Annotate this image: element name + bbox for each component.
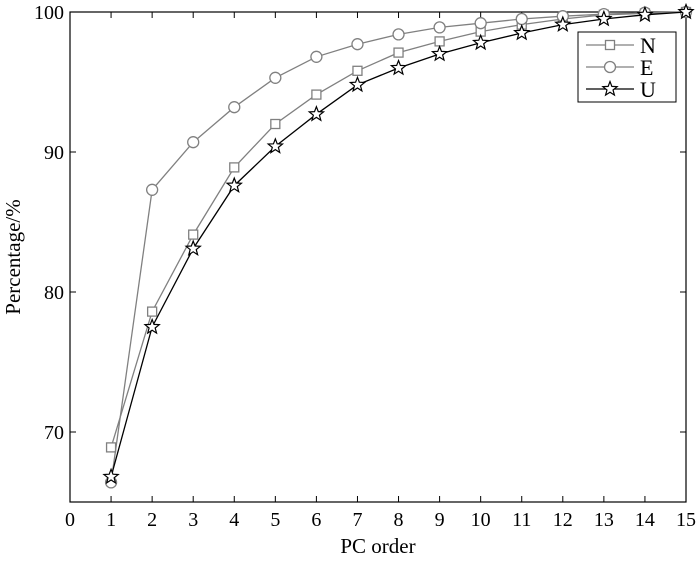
series-U <box>102 2 695 485</box>
data-point-U <box>471 33 490 51</box>
y-axis-title: Percentage/% <box>1 199 25 314</box>
data-point-N <box>311 89 322 100</box>
x-tick-label: 3 <box>188 509 198 531</box>
data-point-U <box>307 105 326 122</box>
data-point-U <box>430 44 449 62</box>
data-point-E <box>474 17 487 30</box>
legend-label-E: E <box>640 55 653 80</box>
data-point-U <box>595 9 613 27</box>
x-tick-label: 5 <box>270 509 280 531</box>
data-point-U <box>513 23 531 41</box>
x-tick-label: 6 <box>311 509 321 531</box>
data-point-N <box>188 229 199 240</box>
x-axis-title: PC order <box>340 534 415 558</box>
x-tick-label: 12 <box>553 509 573 531</box>
data-point-E <box>433 21 446 34</box>
x-tick-label: 8 <box>394 509 404 531</box>
data-point-U <box>143 317 161 335</box>
data-point-E <box>310 50 323 63</box>
series-group <box>102 2 695 489</box>
legend: NEU <box>577 31 677 103</box>
legend-marker-E <box>603 60 617 74</box>
y-tick-label: 90 <box>44 142 64 164</box>
legend-marker-N <box>604 39 616 51</box>
legend-label-U: U <box>640 77 656 102</box>
data-point-E <box>145 183 159 196</box>
y-tick-label: 80 <box>44 282 64 304</box>
x-tick-label: 1 <box>106 509 116 531</box>
y-tick-label: 70 <box>44 422 64 444</box>
data-point-U <box>102 467 120 485</box>
data-point-N <box>146 306 158 317</box>
data-point-U <box>554 15 572 33</box>
data-point-U <box>389 58 408 76</box>
data-point-U <box>184 239 202 257</box>
data-point-E <box>187 136 200 149</box>
data-point-N <box>229 162 240 173</box>
data-point-N <box>393 47 404 58</box>
data-point-E <box>351 38 364 51</box>
data-point-U <box>636 5 654 23</box>
data-point-U <box>348 75 367 93</box>
y-tick-label: 100 <box>34 2 64 24</box>
x-tick-label: 11 <box>512 509 531 531</box>
data-point-U <box>266 137 285 154</box>
x-tick-label: 2 <box>147 509 157 531</box>
data-point-N <box>434 36 445 47</box>
data-point-E <box>515 12 528 26</box>
x-tick-label: 7 <box>352 509 362 531</box>
data-point-E <box>228 101 241 114</box>
x-tick-label: 9 <box>435 509 445 531</box>
data-point-N <box>270 118 281 130</box>
x-tick-label: 13 <box>594 509 614 531</box>
x-tick-label: 14 <box>635 509 655 531</box>
legend-marker-U <box>601 79 619 97</box>
x-tick-label: 0 <box>65 509 75 531</box>
data-point-N <box>352 65 363 76</box>
data-point-U <box>225 176 243 194</box>
x-tick-label: 15 <box>676 509 696 531</box>
x-tick-label: 10 <box>471 509 491 531</box>
data-point-E <box>392 28 405 41</box>
x-tick-label: 4 <box>229 509 239 531</box>
data-point-N <box>105 442 117 453</box>
data-point-U <box>677 2 695 20</box>
data-point-E <box>269 71 282 84</box>
legend-label-N: N <box>640 33 656 58</box>
